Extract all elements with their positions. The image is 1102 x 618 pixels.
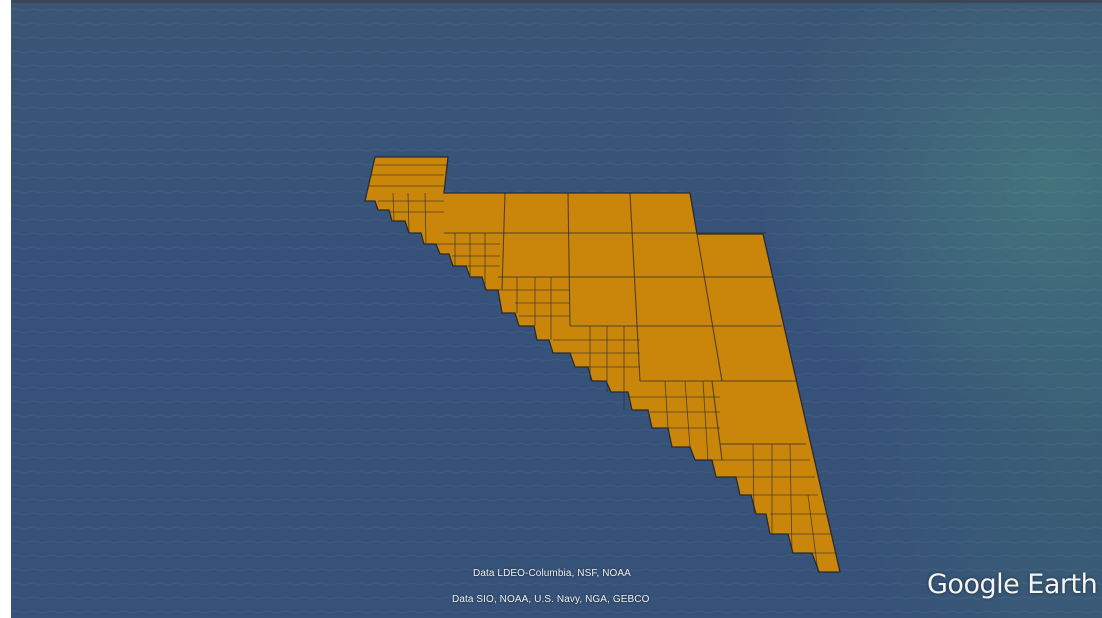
- grid-line-minor: [702, 380, 709, 461]
- grid-line-minor: [664, 380, 669, 429]
- grid-line-minor: [684, 380, 691, 448]
- grid-line-major: [567, 192, 571, 327]
- google-earth-logo: Google Earth: [927, 569, 1098, 600]
- grid-overlay[interactable]: [364, 156, 841, 573]
- grid-line-major: [711, 380, 723, 461]
- grid-line-minor: [407, 192, 410, 234]
- grid-line-minor: [752, 443, 755, 515]
- grid-line-minor: [392, 192, 395, 222]
- grid-line-minor: [424, 192, 427, 245]
- map-canvas[interactable]: [11, 3, 1102, 618]
- grid-line-major: [501, 192, 506, 291]
- attribution-line-2: Data SIO, NOAA, U.S. Navy, NGA, GEBCO: [452, 594, 650, 605]
- grid-line-major: [696, 233, 723, 382]
- grid-region[interactable]: [364, 156, 841, 573]
- left-margin: [0, 0, 11, 618]
- grid-line-minor: [789, 443, 793, 554]
- grid-line-minor: [807, 494, 819, 573]
- attribution-line-1: Data LDEO-Columbia, NSF, NOAA: [473, 568, 631, 579]
- grid-line-major: [629, 192, 641, 382]
- map-viewport[interactable]: Data LDEO-Columbia, NSF, NOAA Data SIO, …: [11, 3, 1102, 618]
- top-border: [11, 0, 1102, 3]
